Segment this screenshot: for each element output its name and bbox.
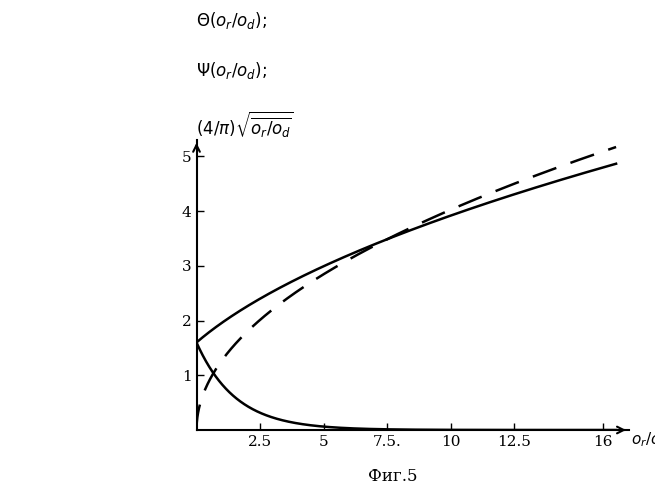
Text: $(4/\pi)\sqrt{\overline{o_r/o_d}}$: $(4/\pi)\sqrt{\overline{o_r/o_d}}$ — [196, 110, 294, 140]
Text: Фиг.5: Фиг.5 — [368, 468, 418, 485]
Text: $\Psi(o_r/o_d);$: $\Psi(o_r/o_d);$ — [196, 60, 267, 81]
Text: $o_r/o_d$: $o_r/o_d$ — [631, 430, 655, 449]
Text: $\Theta(o_r/o_d);$: $\Theta(o_r/o_d);$ — [196, 10, 267, 31]
